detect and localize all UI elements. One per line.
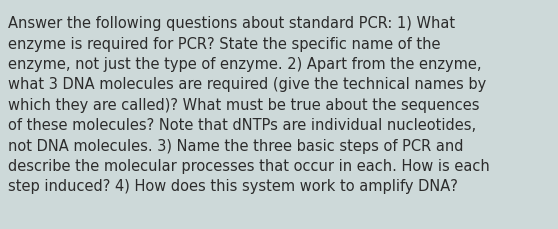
- Text: Answer the following questions about standard PCR: 1) What
enzyme is required fo: Answer the following questions about sta…: [8, 16, 490, 194]
